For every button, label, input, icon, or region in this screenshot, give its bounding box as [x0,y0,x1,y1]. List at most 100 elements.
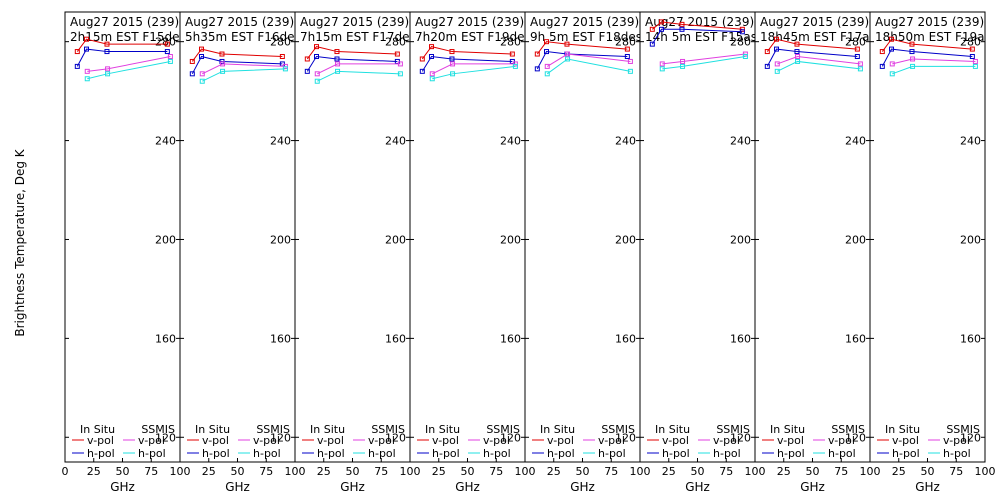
panel-header: Aug27 2015 (239)7h15m EST F17des [300,15,410,44]
panel-2: 120 160 200 240 280 25 50 75 100 GHz Aug27 2015 (2… [179,11,306,494]
series-line-ssmis-hpol [892,65,976,75]
y-tick-label: 240 [270,135,291,148]
legend-label: h-pol [432,447,460,460]
series-line-insitu-vpol [766,38,858,52]
legend-ssmis: SSMIS [716,423,750,436]
data-point [335,68,341,74]
series-line-ssmis-hpol [777,60,861,72]
panel-date: Aug27 2015 (239) [300,15,409,29]
series-line-ssmis-vpol [662,53,746,65]
panel-header: Aug27 2015 (239)18h50m EST F19asc [875,15,985,44]
x-tick-label: 100 [400,465,421,478]
x-tick-label: 50 [461,465,475,478]
x-tick-label: 25 [547,465,561,478]
data-point [742,54,748,60]
panel-6: 120 160 200 240 280 25 50 75 100 GHz Aug27 2015 (2… [639,11,766,494]
data-point [429,54,435,60]
y-tick-label: 120 [385,431,406,444]
panel-date: Aug27 2015 (239) [530,15,639,29]
x-tick-label: 75 [604,465,618,478]
data-point [104,49,110,55]
x-tick-label: 100 [515,465,536,478]
y-tick-label: 240 [155,135,176,148]
panel-time: 2h15m EST F15des [70,30,186,44]
data-point [795,58,801,64]
y-tick-label: 200 [385,233,406,246]
legend-label: v-pol [87,434,114,447]
legend-ssmis: SSMIS [601,423,635,436]
legend-label: h-pol [547,447,575,460]
y-tick-label: 280 [730,36,751,49]
data-point [659,19,665,25]
data-point [909,49,915,55]
data-point [74,49,80,55]
y-tick-label: 120 [730,431,751,444]
panel-3: 120 160 200 240 280 25 50 75 100 GHz Aug27 2015 (2… [294,11,421,494]
panel-header: Aug27 2015 (239)7h20m EST F19des [415,15,525,44]
legend-ssmis: SSMIS [831,423,865,436]
y-axis-label: Brightness Temperature, Deg K [13,148,27,336]
data-point [282,66,288,72]
data-point [565,51,571,57]
data-point [449,49,455,55]
x-tick-label: 25 [892,465,906,478]
data-point [774,61,780,67]
legend-label: v-pol [892,434,919,447]
data-point [74,63,80,69]
x-tick-label: 0 [62,465,69,478]
data-point [857,66,863,72]
data-point [889,71,895,77]
panel-date: Aug27 2015 (239) [70,15,179,29]
legend-in-situ: In Situ [425,423,460,436]
series-line-insitu-hpol [306,55,398,72]
series-line-ssmis-hpol [432,65,516,80]
data-point [334,49,340,55]
series-line-insitu-vpol [881,38,973,52]
data-point [419,68,425,74]
y-tick-label: 280 [385,36,406,49]
x-tick-label: 100 [285,465,306,478]
data-point [564,41,570,47]
data-point [314,71,320,77]
series-line-insitu-hpol [881,48,973,67]
legend-label: h-pol [253,447,281,460]
data-point [879,63,885,69]
x-axis-label: GHz [110,480,135,494]
x-tick-label: 100 [975,465,996,478]
legend-label: h-pol [777,447,805,460]
data-point [450,71,456,77]
data-point [764,63,770,69]
data-point [627,68,633,74]
panel-7: 120 160 200 240 280 25 50 75 100 GHz Aug27 2015 (2… [754,11,881,494]
data-point [84,36,90,42]
series-line-ssmis-vpol [546,53,631,67]
legend-label: h-pol [828,447,856,460]
series-line-insitu-hpol [76,48,168,67]
x-tick-label: 50 [116,465,130,478]
panel-8: 120 160 200 240 280 25 50 75 100 GHz Aug27 2015 (2… [869,11,996,494]
data-point [304,68,310,74]
y-tick-label: 280 [960,36,981,49]
x-tick-label: 75 [834,465,848,478]
data-point [104,41,110,47]
data-point [429,76,435,82]
x-axis-label: GHz [225,480,250,494]
legend-label: h-pol [662,447,690,460]
x-tick-label: 50 [921,465,935,478]
data-point [889,61,895,67]
x-tick-label: 50 [346,465,360,478]
panel-header: Aug27 2015 (239)18h45m EST F17asc [760,15,870,44]
y-tick-label: 240 [615,135,636,148]
series-line-insitu-vpol [421,46,513,60]
y-tick-label: 240 [385,135,406,148]
legend-label: v-pol [432,434,459,447]
y-tick-label: 200 [615,233,636,246]
series-line-insitu-hpol [421,55,513,72]
data-point [450,61,456,67]
data-point [335,61,341,67]
y-tick-label: 200 [500,233,521,246]
data-point [889,36,895,42]
